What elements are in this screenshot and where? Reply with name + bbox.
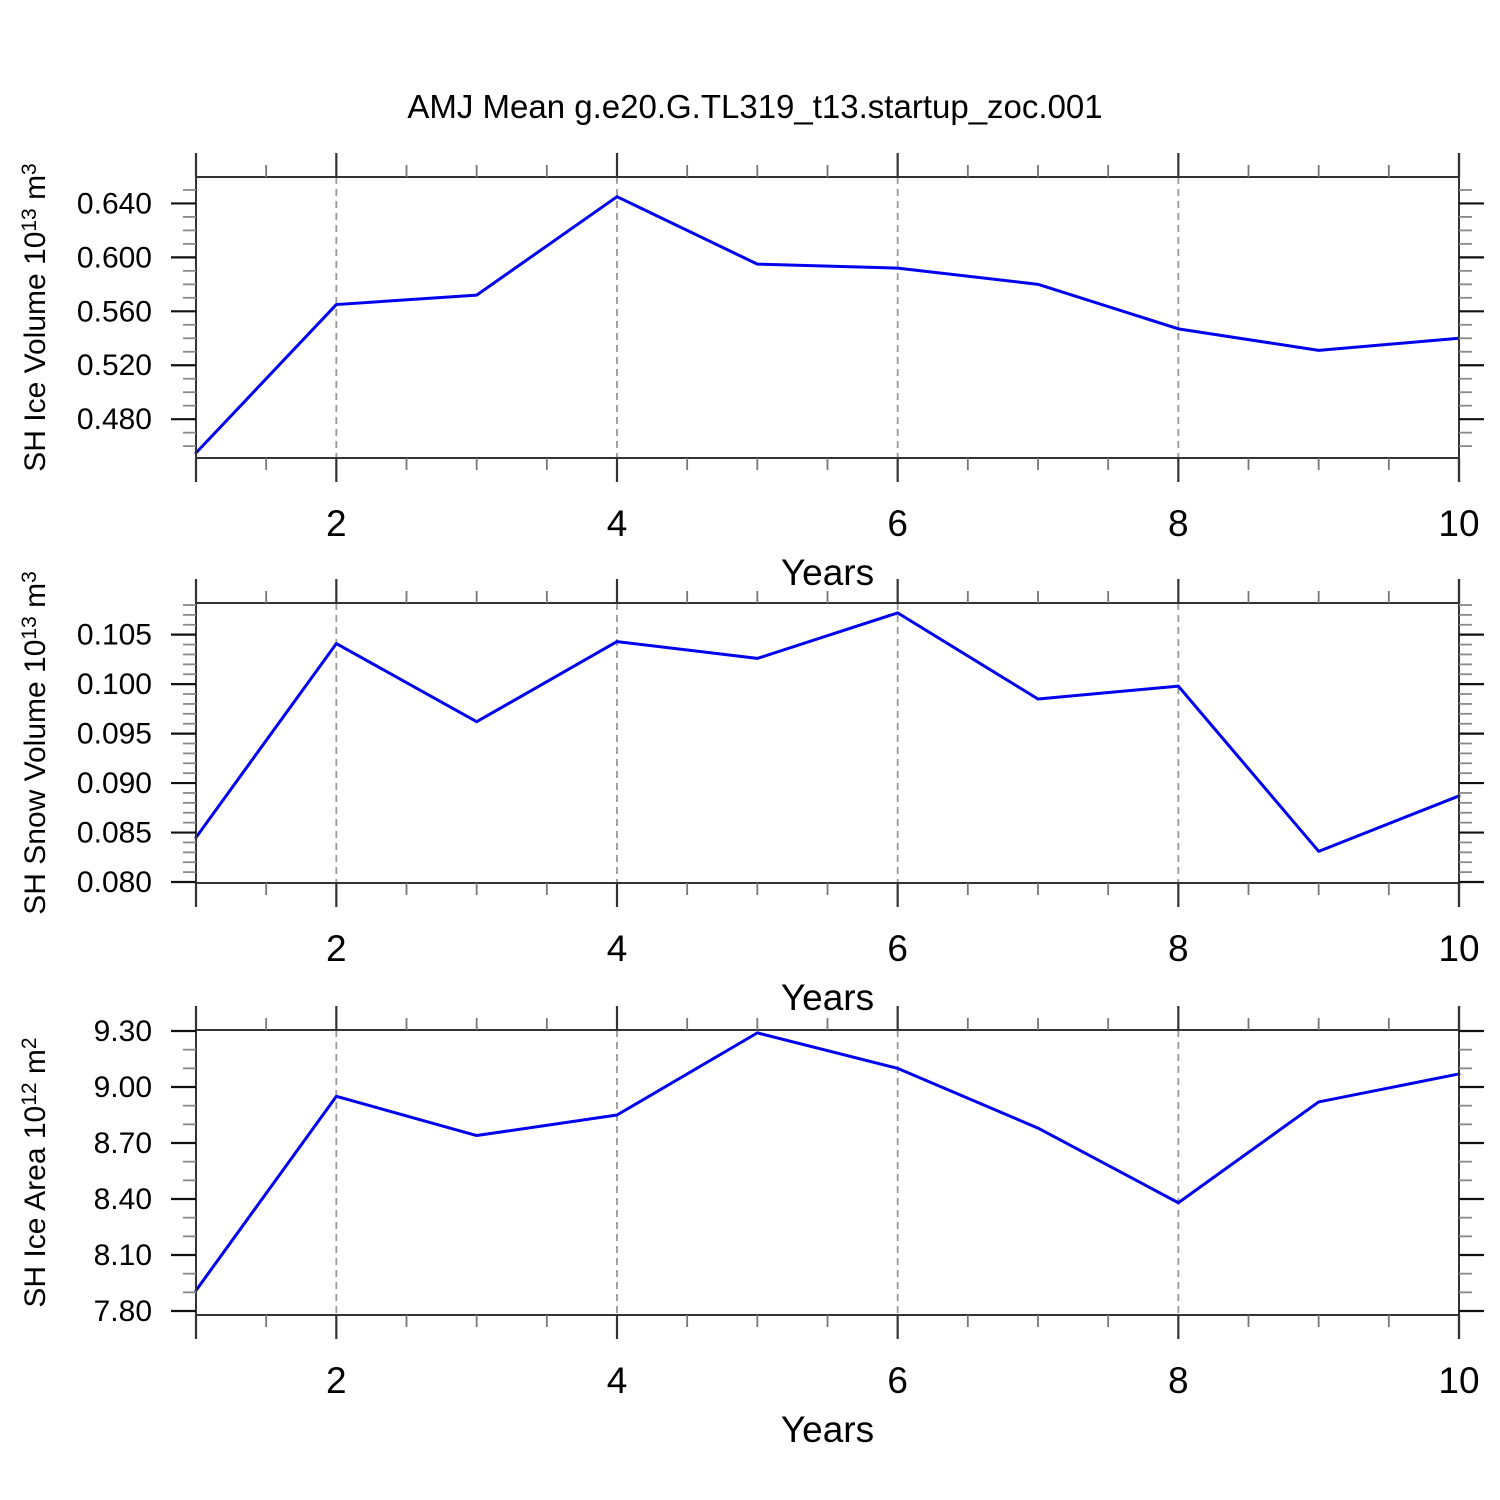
panel-2: 0.080 0.085 0.090 0.095 0.100 0.105 2 4 6 8 10 Year…	[18, 571, 1484, 1018]
x-tick-label: 8	[1168, 1360, 1189, 1401]
y-axis-title: SH Snow Volume 1013 m3	[18, 571, 52, 915]
y-axis-title: SH Ice Volume 1013 m3	[18, 163, 52, 472]
data-line-series	[194, 195, 1461, 455]
x-tick-label: 10	[1438, 928, 1479, 969]
x-tick-label: 6	[887, 928, 908, 969]
chart-title: AMJ Mean g.e20.G.TL319_t13.startup_zoc.0…	[407, 88, 1103, 125]
y-tick-label: 0.095	[77, 718, 152, 751]
x-tick-label: 6	[887, 1360, 908, 1401]
x-axis-title: Years	[781, 1409, 874, 1450]
plot-frame	[195, 1029, 1460, 1316]
y-tick-label: 0.600	[77, 241, 152, 274]
y-tick-label: 0.100	[77, 668, 152, 701]
panel-3: 7.80 8.10 8.40 8.70 9.00 9.30 2 4 6 8 10 Years SH Ic…	[18, 1006, 1484, 1450]
y-tick-label: 8.70	[94, 1127, 152, 1160]
data-line-series	[194, 611, 1461, 853]
y-tick-label: 0.090	[77, 767, 152, 800]
x-tick-label: 6	[887, 503, 908, 544]
y-tick-label: 0.105	[77, 619, 152, 652]
x-tick-label: 4	[607, 503, 628, 544]
y-tick-label: 0.085	[77, 817, 152, 850]
y-tick-label: 7.80	[94, 1295, 152, 1328]
x-tick-label: 10	[1438, 1360, 1479, 1401]
panel-1: 0.480 0.520 0.560 0.600 0.640 2 4 6 8 10 Years SH I…	[18, 153, 1484, 593]
x-tick-label: 8	[1168, 503, 1189, 544]
y-tick-label: 8.40	[94, 1183, 152, 1216]
x-tick-label: 4	[607, 928, 628, 969]
plot-frame	[195, 176, 1460, 459]
x-tick-label: 2	[326, 1360, 347, 1401]
x-axis-title: Years	[781, 552, 874, 593]
y-tick-label: 9.00	[94, 1071, 152, 1104]
y-tick-label: 0.480	[77, 403, 152, 436]
x-tick-label: 8	[1168, 928, 1189, 969]
x-tick-label: 2	[326, 503, 347, 544]
x-axis-title: Years	[781, 977, 874, 1018]
y-tick-label: 0.080	[77, 866, 152, 899]
y-tick-label: 0.520	[77, 349, 152, 382]
x-tick-label: 10	[1438, 503, 1479, 544]
x-tick-label: 4	[607, 1360, 628, 1401]
y-tick-label: 0.640	[77, 187, 152, 220]
data-line-series	[194, 1031, 1461, 1292]
y-axis-title: SH Ice Area 1012 m2	[18, 1037, 52, 1307]
plot-frame	[195, 602, 1460, 884]
y-tick-label: 9.30	[94, 1015, 152, 1048]
y-tick-label: 0.560	[77, 295, 152, 328]
y-tick-label: 8.10	[94, 1239, 152, 1272]
x-tick-label: 2	[326, 928, 347, 969]
